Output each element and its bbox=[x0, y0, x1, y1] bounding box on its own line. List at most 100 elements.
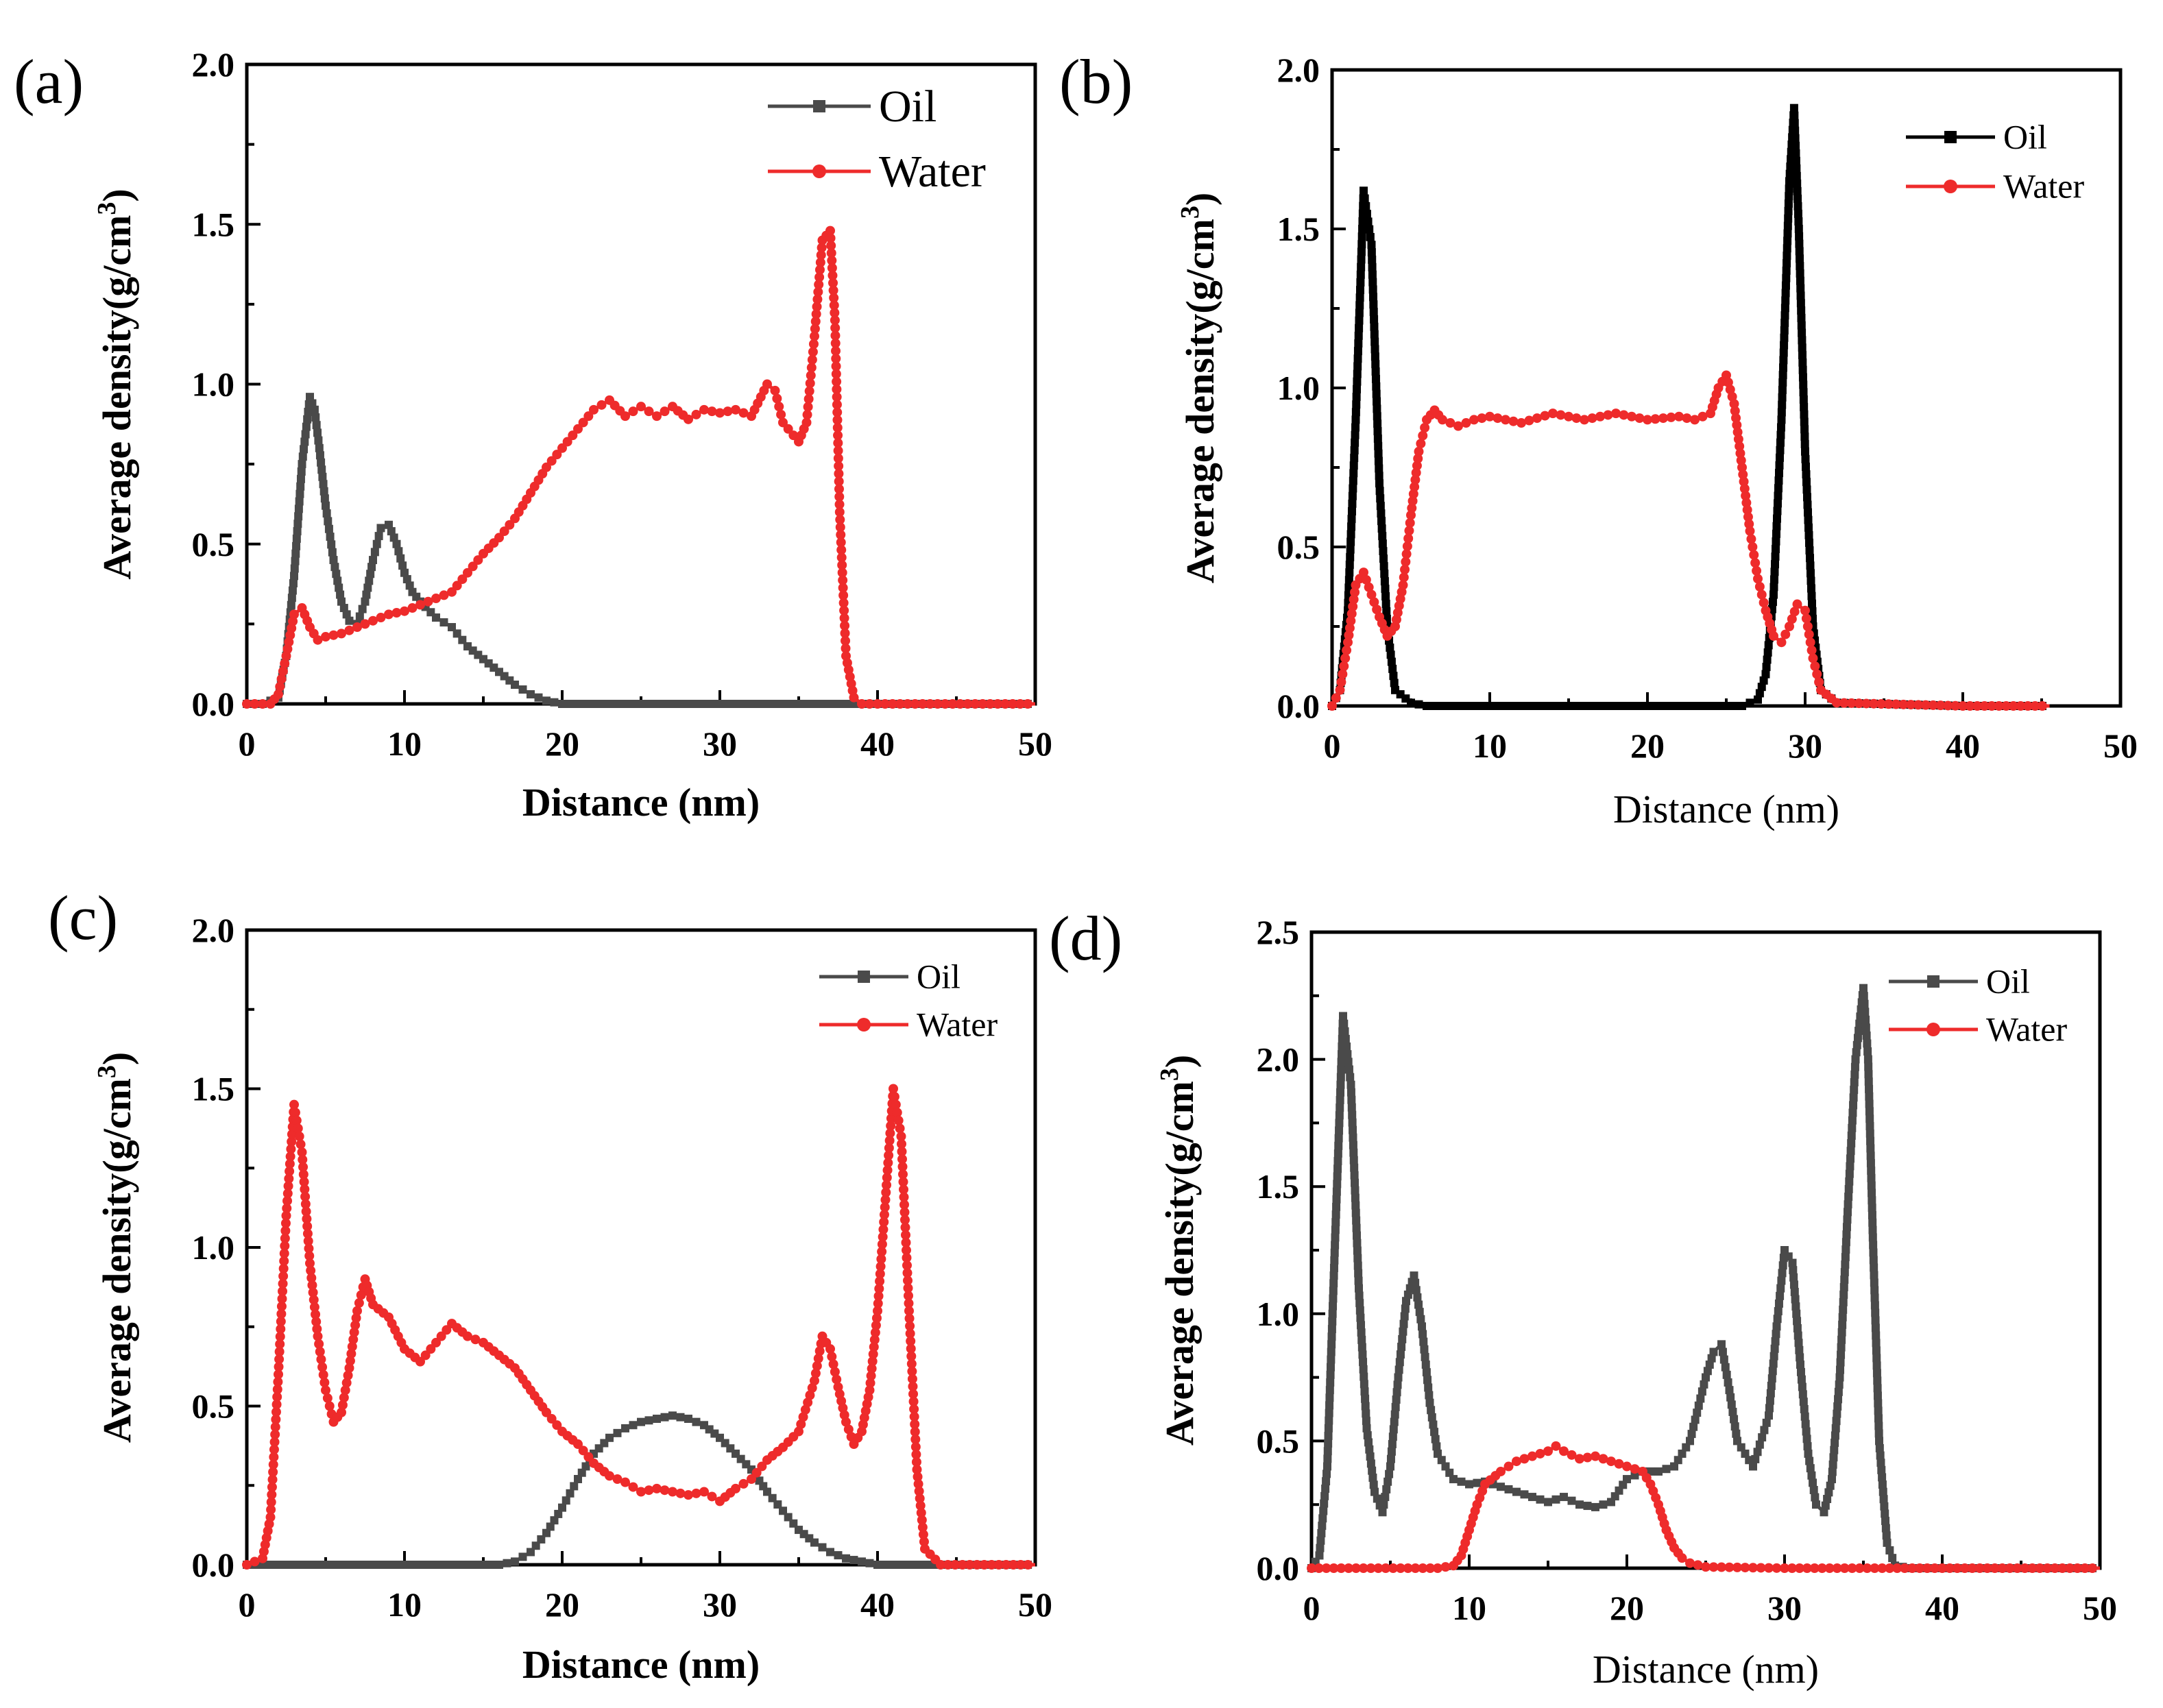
data-point-water bbox=[796, 1419, 806, 1429]
data-point-oil bbox=[760, 700, 769, 708]
data-point-water bbox=[867, 1363, 877, 1374]
data-point-water bbox=[836, 537, 846, 548]
data-point-water bbox=[882, 1180, 892, 1190]
data-point-oil bbox=[374, 532, 383, 541]
data-point-water bbox=[723, 406, 733, 417]
data-point-water bbox=[300, 1199, 311, 1209]
data-point-oil bbox=[1776, 1291, 1785, 1300]
data-point-water bbox=[1806, 645, 1817, 655]
data-point-oil bbox=[1348, 499, 1357, 508]
data-point-oil bbox=[1349, 1133, 1357, 1142]
data-point-water bbox=[1972, 701, 1983, 711]
legend-label-water: Water bbox=[879, 147, 986, 197]
data-point-water bbox=[900, 1222, 910, 1232]
data-point-oil bbox=[1366, 232, 1375, 241]
data-point-oil bbox=[1368, 285, 1377, 294]
data-point-oil bbox=[1772, 1322, 1781, 1331]
data-point-water bbox=[1854, 1563, 1865, 1573]
data-point-oil bbox=[806, 700, 814, 708]
data-point-oil bbox=[1434, 1449, 1442, 1458]
data-point-oil bbox=[1401, 1304, 1410, 1313]
data-point-water bbox=[1682, 413, 1692, 424]
x-tick-label: 30 bbox=[1767, 1589, 1802, 1627]
data-point-water bbox=[573, 424, 583, 434]
data-point-water bbox=[1974, 1563, 1985, 1573]
data-point-oil bbox=[1804, 508, 1812, 517]
data-point-water bbox=[907, 1374, 917, 1384]
data-point-water bbox=[286, 1144, 296, 1154]
data-point-oil bbox=[637, 700, 645, 708]
data-point-oil bbox=[295, 1561, 304, 1569]
data-point-water bbox=[873, 699, 882, 709]
data-point-water bbox=[1366, 589, 1377, 600]
data-point-oil bbox=[1354, 339, 1363, 348]
data-point-oil bbox=[1400, 1312, 1409, 1321]
data-point-water bbox=[911, 1457, 921, 1467]
data-point-oil bbox=[1782, 266, 1791, 275]
data-point-oil bbox=[1425, 1391, 1434, 1400]
data-point-water bbox=[302, 1228, 313, 1239]
data-point-water bbox=[1338, 669, 1348, 679]
data-point-water bbox=[636, 402, 646, 412]
data-point-water bbox=[324, 1401, 335, 1411]
data-point-oil bbox=[897, 1561, 906, 1569]
data-point-water bbox=[1329, 1563, 1339, 1573]
data-point-oil bbox=[1386, 1462, 1394, 1471]
data-point-oil bbox=[798, 700, 807, 708]
data-point-water bbox=[832, 400, 842, 410]
data-point-water bbox=[897, 1162, 908, 1172]
y-tick-label: 0.0 bbox=[192, 1546, 235, 1584]
data-point-oil bbox=[1759, 676, 1768, 685]
data-point-oil bbox=[1730, 702, 1739, 710]
data-point-oil bbox=[1726, 1393, 1735, 1402]
data-point-water bbox=[1477, 413, 1487, 424]
data-point-water bbox=[470, 1334, 481, 1345]
data-point-oil bbox=[1369, 300, 1378, 309]
data-point-oil bbox=[558, 700, 566, 708]
data-point-water bbox=[578, 417, 588, 428]
data-point-water bbox=[1809, 1563, 1820, 1573]
data-point-water bbox=[715, 408, 725, 418]
data-point-oil bbox=[1544, 1498, 1552, 1506]
data-point-oil bbox=[1446, 702, 1455, 710]
data-point-oil bbox=[1772, 1330, 1780, 1339]
data-point-oil bbox=[1866, 1159, 1875, 1168]
data-point-oil bbox=[1327, 1340, 1336, 1349]
data-point-oil bbox=[1583, 1502, 1592, 1511]
data-point-oil bbox=[1809, 1485, 1818, 1494]
data-point-oil bbox=[660, 1413, 669, 1422]
data-point-oil bbox=[1438, 702, 1447, 710]
data-point-oil bbox=[291, 557, 300, 565]
data-point-water bbox=[885, 1128, 895, 1138]
data-point-oil bbox=[518, 685, 527, 694]
data-point-water bbox=[321, 1385, 330, 1395]
data-point-water bbox=[887, 699, 897, 709]
data-point-oil bbox=[1806, 569, 1815, 578]
data-point-oil bbox=[1837, 1343, 1846, 1352]
data-point-oil bbox=[1374, 441, 1383, 450]
data-point-oil bbox=[1844, 1193, 1853, 1201]
data-point-oil bbox=[1779, 363, 1788, 372]
data-point-water bbox=[1503, 1461, 1514, 1472]
data-point-oil bbox=[1376, 502, 1385, 511]
data-point-oil bbox=[1346, 552, 1355, 561]
data-point-water bbox=[1733, 434, 1743, 444]
data-point-oil bbox=[1806, 576, 1815, 585]
data-point-water bbox=[267, 1489, 277, 1500]
data-point-oil bbox=[644, 1416, 653, 1425]
data-point-oil bbox=[1493, 702, 1501, 710]
data-point-water bbox=[783, 424, 793, 434]
data-point-oil bbox=[1693, 1408, 1702, 1417]
data-point-oil bbox=[1545, 702, 1554, 710]
data-point-water bbox=[552, 1420, 562, 1430]
data-point-oil bbox=[1881, 1509, 1889, 1518]
data-point-oil bbox=[1851, 1055, 1860, 1064]
data-point-water bbox=[311, 1317, 322, 1327]
data-point-oil bbox=[1865, 1092, 1874, 1101]
data-point-water bbox=[810, 1376, 819, 1386]
y-tick-label: 2.0 bbox=[192, 45, 235, 84]
data-point-oil bbox=[1785, 169, 1794, 178]
data-point-water bbox=[925, 699, 935, 709]
data-point-water bbox=[1567, 1450, 1577, 1460]
data-point-oil bbox=[1774, 484, 1783, 493]
